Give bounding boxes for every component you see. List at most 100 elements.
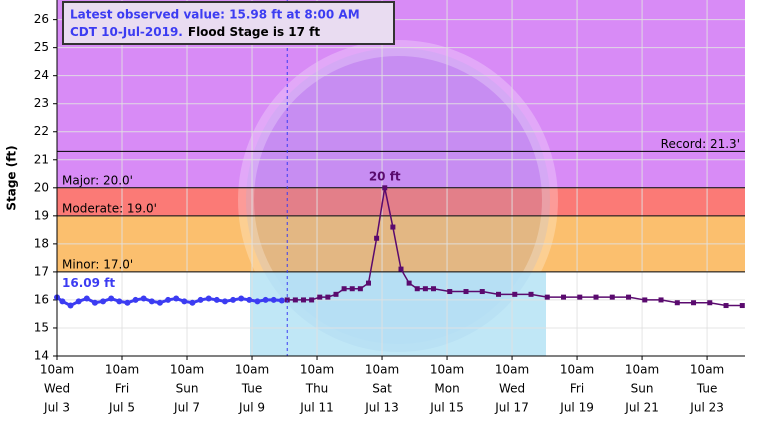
forecast-point — [431, 286, 437, 292]
forecast-point — [382, 185, 388, 191]
observed-point — [116, 298, 123, 305]
x-tick-weekday: Sun — [176, 382, 199, 396]
y-tick-label: 22 — [34, 124, 49, 138]
observed-point — [189, 299, 196, 306]
x-tick-label: 10am — [365, 363, 399, 377]
observed-label: 16.09 ft — [62, 276, 115, 290]
forecast-point — [723, 303, 729, 309]
forecast-point — [284, 297, 290, 303]
info-line-1: Latest observed value: 15.98 ft at 8:00 … — [70, 8, 360, 22]
x-tick-weekday: Thu — [305, 382, 329, 396]
observed-point — [246, 296, 253, 303]
x-tick-label: 10am — [105, 363, 139, 377]
threshold-label: Minor: 17.0' — [62, 257, 133, 271]
forecast-point — [561, 294, 567, 300]
x-tick-date: Jul 13 — [364, 401, 399, 415]
forecast-point — [292, 297, 298, 303]
y-tick-label: 19 — [34, 208, 49, 222]
x-tick-date: Jul 15 — [429, 401, 464, 415]
x-tick-label: 10am — [40, 363, 74, 377]
forecast-point — [544, 294, 550, 300]
observed-point — [165, 296, 172, 303]
forecast-point — [593, 294, 599, 300]
x-tick-weekday: Tue — [241, 382, 263, 396]
watermark-lower — [250, 271, 546, 356]
forecast-point — [406, 280, 412, 286]
observed-point — [221, 298, 228, 305]
info-box — [62, 1, 395, 45]
x-tick-label: 10am — [170, 363, 204, 377]
y-tick-label: 18 — [34, 236, 49, 250]
observed-point — [156, 299, 163, 306]
x-tick-weekday: Wed — [499, 382, 525, 396]
observed-point — [197, 296, 204, 303]
x-tick-label: 10am — [625, 363, 659, 377]
forecast-point — [300, 297, 306, 303]
forecast-point — [349, 286, 355, 292]
x-tick-weekday: Wed — [44, 382, 70, 396]
threshold-label: Major: 20.0' — [62, 173, 133, 187]
forecast-point — [365, 280, 371, 286]
x-tick-label: 10am — [560, 363, 594, 377]
forecast-point — [496, 291, 502, 297]
observed-point — [173, 295, 180, 302]
x-tick-date: Jul 17 — [494, 401, 529, 415]
observed-point — [254, 298, 261, 305]
forecast-point — [463, 289, 469, 295]
x-tick-label: 10am — [495, 363, 529, 377]
x-tick-date: Jul 3 — [43, 401, 70, 415]
observed-point — [238, 295, 245, 302]
observed-point — [148, 298, 155, 305]
forecast-point — [609, 294, 615, 300]
observed-point — [100, 298, 107, 305]
forecast-point — [309, 297, 315, 303]
x-tick-weekday: Tue — [696, 382, 718, 396]
forecast-point — [707, 300, 713, 306]
forecast-point — [325, 294, 331, 300]
forecast-point — [642, 297, 648, 303]
forecast-point — [691, 300, 697, 306]
y-tick-label: 16 — [34, 292, 49, 306]
forecast-point — [512, 291, 518, 297]
x-tick-weekday: Sun — [631, 382, 654, 396]
y-tick-label: 17 — [34, 264, 49, 278]
threshold-label: Moderate: 19.0' — [62, 201, 157, 215]
x-tick-date: Jul 5 — [108, 401, 135, 415]
y-axis-label: Stage (ft) — [5, 145, 19, 210]
observed-point — [67, 302, 74, 309]
x-tick-date: Jul 9 — [238, 401, 265, 415]
forecast-point — [357, 286, 363, 292]
observed-point — [205, 295, 212, 302]
forecast-point — [739, 303, 745, 309]
forecast-point — [414, 286, 420, 292]
x-tick-label: 10am — [430, 363, 464, 377]
x-tick-date: Jul 11 — [299, 401, 334, 415]
info-line-2: CDT 10-Jul-2019. Flood Stage is 17 ft — [70, 25, 320, 39]
observed-point — [213, 296, 220, 303]
info-flood-stage: Flood Stage is 17 ft — [188, 25, 320, 39]
y-tick-label: 24 — [34, 68, 49, 82]
forecast-point — [447, 289, 453, 295]
observed-point — [108, 295, 115, 302]
y-tick-label: 14 — [34, 349, 49, 363]
forecast-point — [479, 289, 485, 295]
forecast-point — [390, 224, 396, 230]
forecast-point — [398, 266, 404, 272]
y-tick-label: 23 — [34, 96, 49, 110]
x-tick-label: 10am — [235, 363, 269, 377]
x-tick-weekday: Sat — [372, 382, 392, 396]
y-tick-label: 20 — [34, 180, 49, 194]
forecast-point — [333, 291, 339, 297]
observed-point — [75, 298, 82, 305]
x-tick-date: Jul 7 — [173, 401, 200, 415]
y-tick-label: 21 — [34, 152, 49, 166]
forecast-point — [626, 294, 632, 300]
observed-point — [230, 296, 237, 303]
y-tick-label: 15 — [34, 320, 49, 334]
forecast-point — [422, 286, 428, 292]
x-tick-label: 10am — [300, 363, 334, 377]
x-tick-date: Jul 21 — [624, 401, 659, 415]
forecast-point — [341, 286, 347, 292]
x-tick-weekday: Mon — [434, 382, 459, 396]
